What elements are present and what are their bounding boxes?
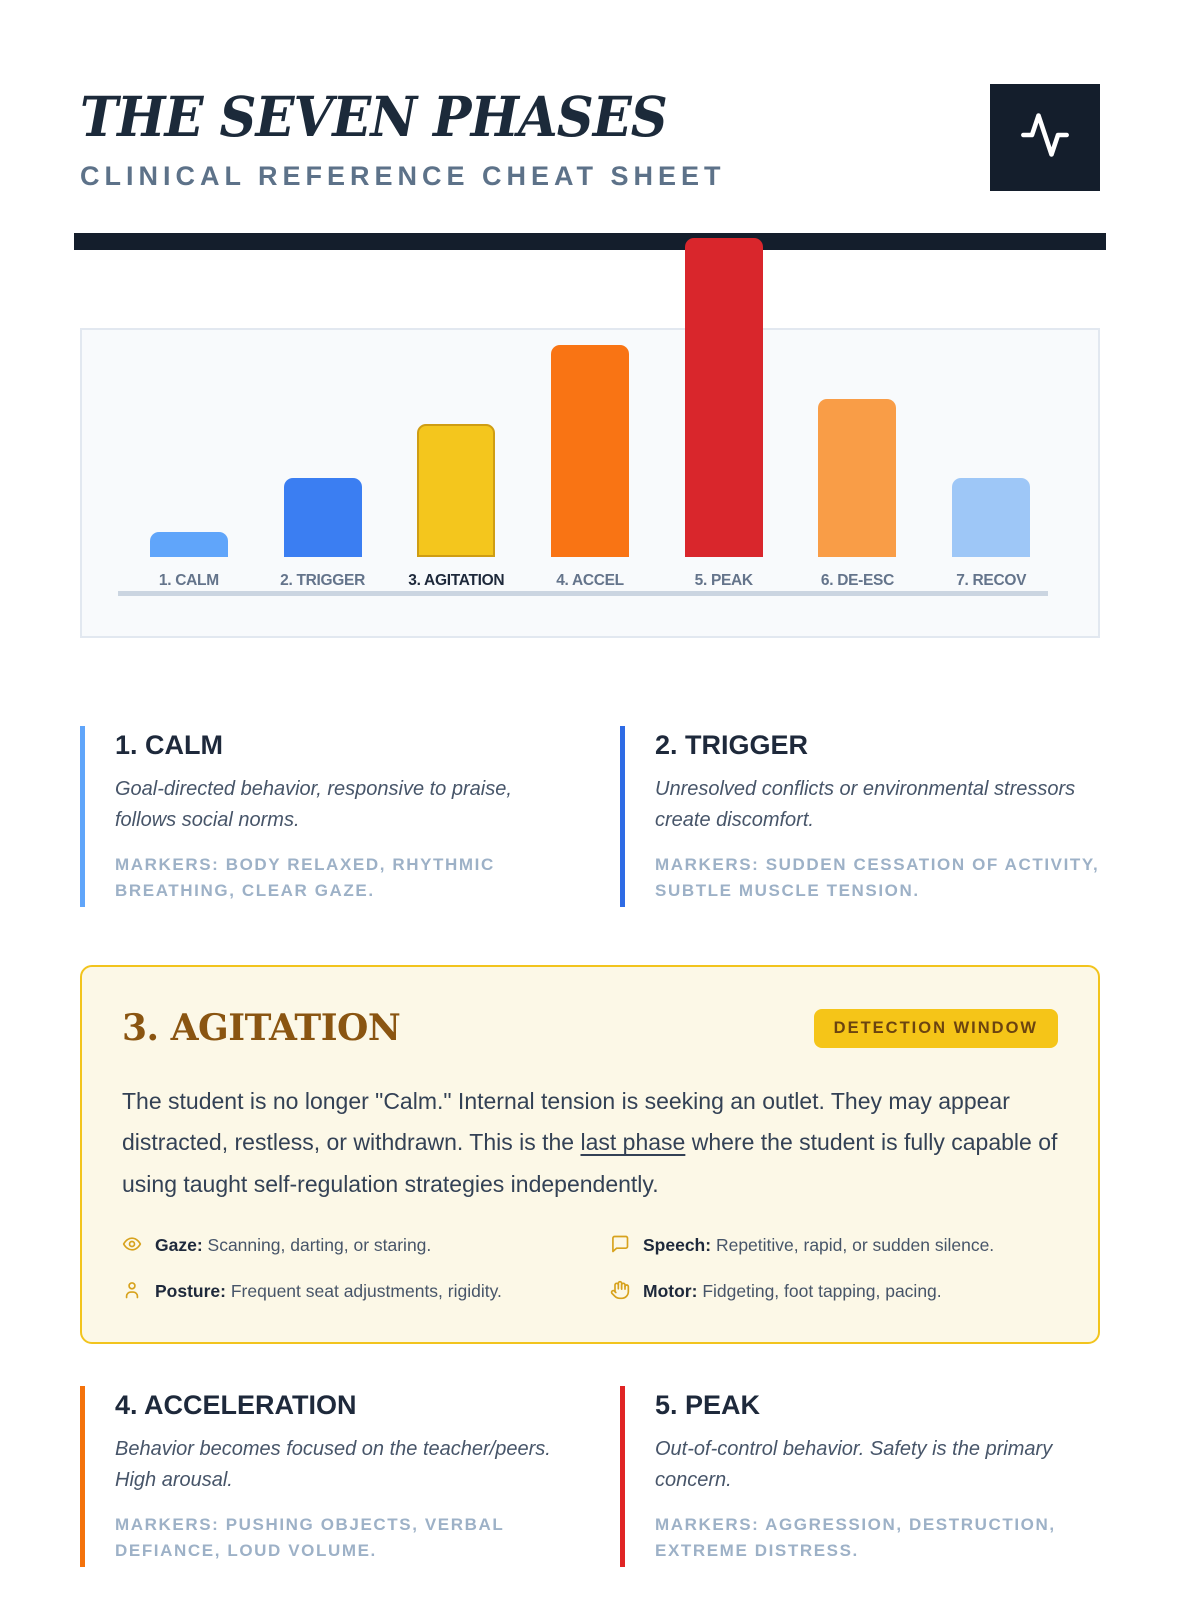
- phase-cards-bottom: 4. ACCELERATION Behavior becomes focused…: [80, 1386, 1100, 1568]
- agitation-highlight-card: 3. AGITATION DETECTION WINDOW The studen…: [80, 965, 1100, 1345]
- page-title: THE SEVEN PHASES: [80, 84, 668, 149]
- person-icon: [122, 1279, 142, 1307]
- header-titles: THE SEVEN PHASES CLINICAL REFERENCE CHEA…: [80, 84, 726, 192]
- bar-2-trigger: [283, 478, 362, 557]
- bar-label: 5. PEAK: [694, 572, 754, 589]
- chart-labels: 1. CALM 2. TRIGGER 3. AGITATION 4. ACCEL 5. …: [122, 572, 1058, 590]
- bar-label: 4. ACCEL: [556, 572, 624, 589]
- bar-label: 3. AGITATION: [408, 572, 505, 589]
- symptom-text-wrap: Gaze: Scanning, darting, or staring.: [155, 1233, 431, 1258]
- symptom-text-wrap: Motor: Fidgeting, foot tapping, pacing.: [643, 1279, 942, 1304]
- phase-cards-top: 1. CALM Goal-directed behavior, responsi…: [80, 726, 1100, 907]
- phase-markers: MARKERS: BODY RELAXED, RHYTHMIC BREATHIN…: [115, 855, 495, 900]
- symptom-text: Fidgeting, foot tapping, pacing.: [702, 1280, 942, 1301]
- phase-markers: MARKERS: PUSHING OBJECTS, VERBAL DEFIANC…: [115, 1515, 505, 1560]
- phase-title: 2. TRIGGER: [655, 730, 809, 760]
- hand-icon: [610, 1279, 630, 1307]
- bar-1-calm: [149, 532, 228, 557]
- symptom-text-wrap: Speech: Repetitive, rapid, or sudden sil…: [643, 1233, 994, 1258]
- phase-title: 4. ACCELERATION: [115, 1390, 357, 1421]
- phase-description: Out-of-control behavior. Safety is the p…: [655, 1438, 1053, 1492]
- bar-column: [791, 399, 925, 557]
- bar-column: [122, 532, 256, 557]
- agitation-text-pre: The student is no longer "Calm." Interna…: [122, 1088, 1010, 1156]
- symptom-text: Repetitive, rapid, or sudden silence.: [715, 1235, 995, 1256]
- behavior-curve-chart: 1. CALM 2. TRIGGER 3. AGITATION 4. ACCEL 5. …: [80, 238, 1100, 638]
- symptom-text-wrap: Posture: Frequent seat adjustments, rigi…: [155, 1279, 502, 1304]
- agitation-text-post: where the student is fully capable of us…: [122, 1129, 1058, 1197]
- phase-card-trigger: 2. TRIGGER Unresolved conflicts or envir…: [620, 726, 1100, 907]
- phase-card-acceleration: 4. ACCELERATION Behavior becomes focused…: [80, 1386, 560, 1568]
- bar-label: 6. DE-ESC: [820, 572, 894, 589]
- phase-markers: MARKERS: AGGRESSION, DESTRUCTION, EXTREM…: [655, 1515, 1056, 1560]
- phase-title: 1. CALM: [115, 730, 223, 760]
- bar-label: 2. TRIGGER: [280, 572, 365, 589]
- symptom-label: Speech:: [643, 1235, 712, 1256]
- logo: [990, 84, 1100, 191]
- bar-column: [657, 238, 791, 557]
- agitation-title: 3. AGITATION: [122, 1007, 401, 1049]
- agitation-header: 3. AGITATION DETECTION WINDOW: [122, 1007, 1058, 1049]
- symptom-text: Frequent seat adjustments, rigidity.: [230, 1280, 502, 1301]
- bar-7-recov: [952, 478, 1031, 557]
- symptom-label: Gaze:: [155, 1235, 203, 1256]
- speech-bubble-icon: [610, 1233, 630, 1261]
- symptom-item-gaze: Gaze: Scanning, darting, or staring.: [122, 1233, 570, 1261]
- bar-column: [523, 345, 657, 557]
- phase-description: Behavior becomes focused on the teacher/…: [115, 1438, 551, 1492]
- symptom-item-speech: Speech: Repetitive, rapid, or sudden sil…: [610, 1233, 1058, 1261]
- symptom-item-motor: Motor: Fidgeting, foot tapping, pacing.: [610, 1279, 1058, 1307]
- symptom-list: Gaze: Scanning, darting, or staring. Spe…: [122, 1233, 1058, 1306]
- symptom-label: Motor:: [643, 1280, 698, 1301]
- phase-card-peak: 5. PEAK Out-of-control behavior. Safety …: [620, 1386, 1100, 1568]
- bar-3-agitation: [417, 424, 496, 557]
- chart-bars: [122, 238, 1058, 557]
- bar-4-accel: [551, 345, 630, 557]
- phase-description: Goal-directed behavior, responsive to pr…: [115, 778, 512, 831]
- bar-column: [256, 478, 390, 557]
- symptom-item-posture: Posture: Frequent seat adjustments, rigi…: [122, 1279, 570, 1307]
- eye-icon: [122, 1233, 142, 1261]
- symptom-label: Posture:: [155, 1280, 226, 1301]
- bar-5-peak: [684, 238, 763, 557]
- bar-label: 7. RECOV: [956, 572, 1027, 589]
- agitation-description: The student is no longer "Calm." Interna…: [122, 1081, 1058, 1205]
- phase-description: Unresolved conflicts or environmental st…: [655, 778, 1076, 831]
- agitation-text-underlined: last phase: [580, 1129, 686, 1156]
- bar-6-de-esc: [818, 399, 897, 557]
- bar-column: [924, 478, 1058, 557]
- phase-title: 5. PEAK: [655, 1390, 761, 1421]
- detection-window-badge: DETECTION WINDOW: [813, 1008, 1058, 1048]
- header: THE SEVEN PHASES CLINICAL REFERENCE CHEA…: [80, 84, 1100, 192]
- axis-baseline: [118, 591, 1048, 596]
- phase-markers: MARKERS: SUDDEN CESSATION OF ACTIVITY, S…: [655, 855, 1100, 900]
- activity-pulse-icon: [1019, 109, 1071, 166]
- symptom-text: Scanning, darting, or staring.: [207, 1235, 432, 1256]
- section-divider: [74, 233, 1106, 250]
- page-subtitle: CLINICAL REFERENCE CHEAT SHEET: [80, 161, 726, 191]
- bar-column: [389, 424, 523, 557]
- bar-label: 1. CALM: [158, 572, 219, 589]
- phase-card-calm: 1. CALM Goal-directed behavior, responsi…: [80, 726, 560, 907]
- cheat-sheet-page: THE SEVEN PHASES CLINICAL REFERENCE CHEA…: [74, 0, 1106, 1568]
